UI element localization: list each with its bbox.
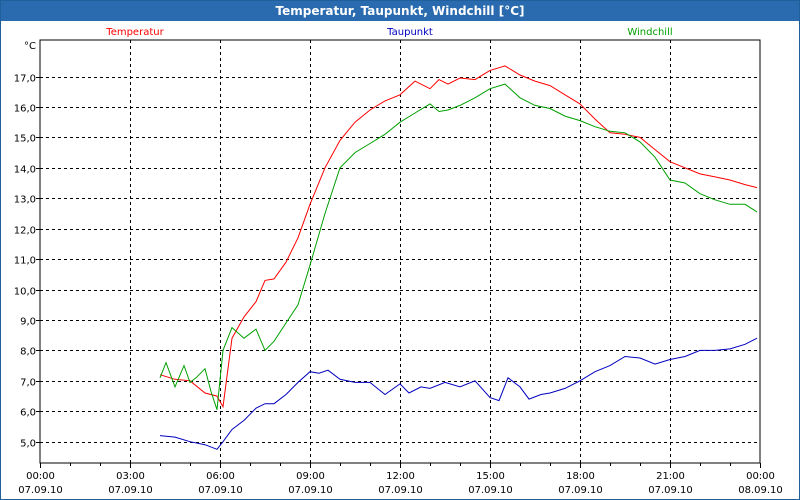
y-tick-label: 6,0 — [20, 408, 36, 419]
x-tick-time: 06:00 — [206, 471, 235, 482]
x-tick-date: 07.09.10 — [288, 485, 333, 496]
x-tick-date: 08.09.10 — [738, 485, 783, 496]
y-tick-label: 7,0 — [20, 378, 36, 389]
x-tick-time: 12:00 — [386, 471, 415, 482]
series-line-windchill — [159, 83, 758, 410]
x-tick-date: 07.09.10 — [108, 485, 153, 496]
x-tick-time: 00:00 — [746, 471, 775, 482]
x-tick-time: 00:00 — [26, 471, 55, 482]
y-tick-label: 13,0 — [14, 195, 36, 206]
x-tick-time: 09:00 — [296, 471, 325, 482]
y-tick-label: 5,0 — [20, 439, 36, 450]
legend-temperatur: Temperatur — [105, 27, 164, 38]
x-tick-date: 07.09.10 — [648, 485, 693, 496]
y-tick-label: 9,0 — [20, 317, 36, 328]
y-tick-label: 8,0 — [20, 347, 36, 358]
x-tick-date: 07.09.10 — [378, 485, 423, 496]
y-tick-label: 14,0 — [14, 165, 36, 176]
x-tick-time: 18:00 — [566, 471, 595, 482]
y-tick-label: 10,0 — [14, 287, 36, 298]
legend-windchill: Windchill — [627, 27, 672, 38]
chart-title: Temperatur, Taupunkt, Windchill [°C] — [1, 1, 799, 21]
y-tick-label: 16,0 — [14, 104, 36, 115]
y-tick-label: 17,0 — [14, 74, 36, 85]
series-line-taupunkt — [159, 337, 758, 450]
legend-taupunkt: Taupunkt — [386, 27, 433, 38]
x-tick-time: 15:00 — [476, 471, 505, 482]
x-tick-date: 07.09.10 — [18, 485, 63, 496]
y-tick-label: 12,0 — [14, 226, 36, 237]
y-axis-unit: °C — [24, 41, 36, 52]
series-line-temperatur — [159, 65, 758, 409]
x-tick-time: 03:00 — [116, 471, 145, 482]
y-tick-label: 11,0 — [14, 256, 36, 267]
x-tick-date: 07.09.10 — [558, 485, 603, 496]
x-tick-time: 21:00 — [656, 471, 685, 482]
x-tick-date: 07.09.10 — [468, 485, 513, 496]
x-tick-date: 07.09.10 — [198, 485, 243, 496]
y-tick-label: 15,0 — [14, 134, 36, 145]
